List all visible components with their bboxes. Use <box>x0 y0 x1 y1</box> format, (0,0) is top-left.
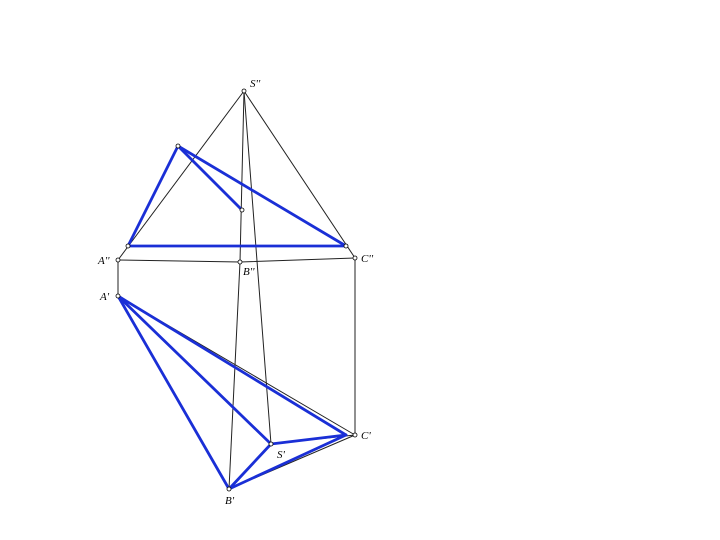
geometry-diagram: S'' A'' B'' C'' A' B' C' S' <box>0 0 720 540</box>
point-section-top-P3 <box>240 208 244 212</box>
label-C2: C'' <box>361 253 374 265</box>
point-section-top-P2 <box>176 144 180 148</box>
thin-edge-A2-B2 <box>118 260 240 262</box>
section-top-edge-1 <box>128 146 178 246</box>
point-section-top-P1 <box>126 244 130 248</box>
point-B2 <box>238 260 242 264</box>
point-C1 <box>353 433 357 437</box>
section-bot-edge-AS <box>118 296 271 444</box>
thin-edge-S2-B2 <box>240 91 244 262</box>
point-S1 <box>269 442 273 446</box>
point-S2 <box>242 89 246 93</box>
label-A1: A' <box>99 291 110 303</box>
label-A2: A'' <box>97 255 110 267</box>
point-C2 <box>353 256 357 260</box>
label-B2: B'' <box>243 266 255 278</box>
point-B1 <box>227 487 231 491</box>
section-bot-edge-BS <box>229 444 271 489</box>
thin-edge-S2-C2 <box>244 91 355 258</box>
label-S2: S'' <box>250 78 261 90</box>
section-bot-edge-AC <box>118 296 346 435</box>
label-C1: C' <box>361 430 371 442</box>
section-top-edge-2 <box>178 146 346 246</box>
point-A2 <box>116 258 120 262</box>
label-S1: S' <box>277 449 286 461</box>
point-section-top-P4 <box>344 244 348 248</box>
label-B1: B' <box>225 495 235 507</box>
point-A1 <box>116 294 120 298</box>
section-bot-edge-AB <box>118 296 229 489</box>
thin-edge-B2-B1 <box>229 262 240 489</box>
